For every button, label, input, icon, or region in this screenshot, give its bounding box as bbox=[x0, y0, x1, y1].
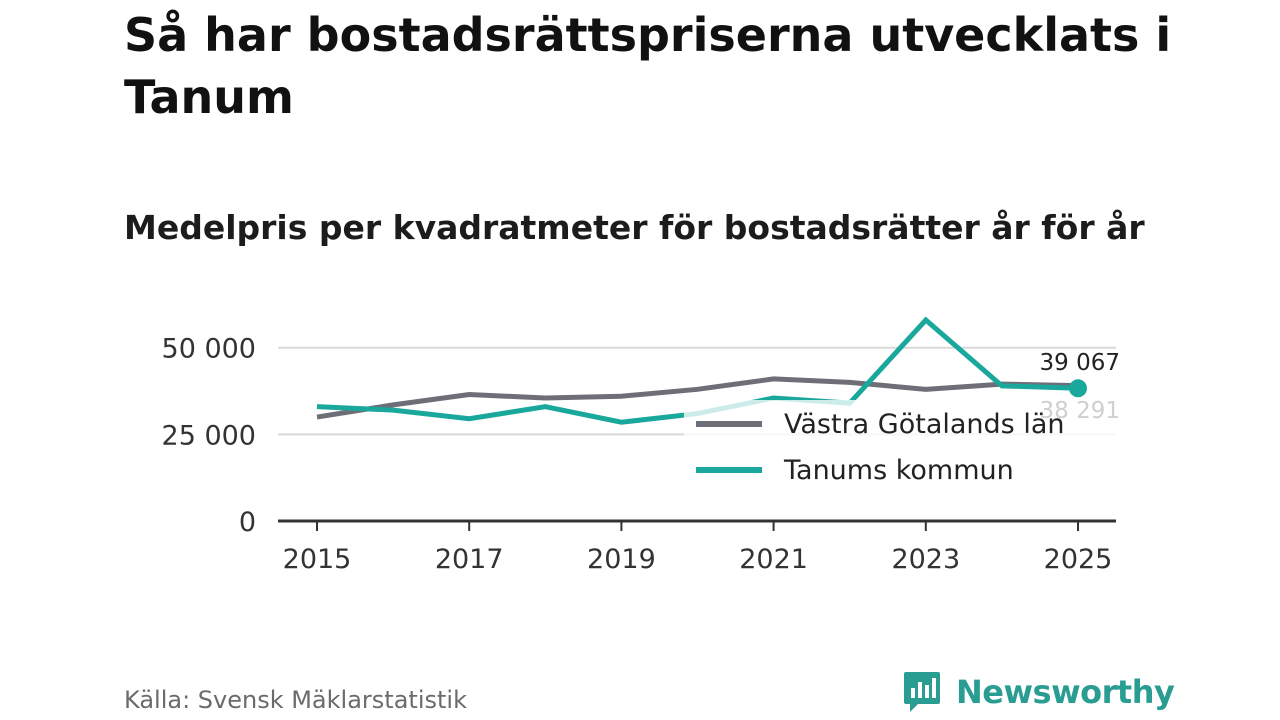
y-tick-label-50000: 50 000 bbox=[162, 334, 256, 365]
y-tick-label-0: 0 bbox=[239, 507, 256, 538]
newsworthy-logo-text: Newsworthy bbox=[956, 673, 1175, 711]
legend-label-1: Tanums kommun bbox=[783, 455, 1014, 486]
x-tick-label-2019: 2019 bbox=[587, 544, 656, 575]
end-label-vastra-gotaland: 39 067 bbox=[1040, 350, 1120, 376]
chart-subtitle: Medelpris per kvadratmeter för bostadsrä… bbox=[124, 208, 1145, 247]
x-tick-label-2017: 2017 bbox=[435, 544, 504, 575]
x-axis: 2015 2017 2019 2021 2023 2025 bbox=[278, 519, 1116, 575]
y-axis-ticks: 0 25 000 50 000 bbox=[162, 334, 256, 538]
x-tick-label-2015: 2015 bbox=[283, 544, 352, 575]
source-note: Källa: Svensk Mäklarstatistik bbox=[124, 686, 467, 714]
legend: Västra Götalands län Tanums kommun bbox=[684, 400, 1116, 500]
y-tick-label-25000: 25 000 bbox=[162, 420, 256, 451]
end-label-tanum: 38 291 bbox=[1040, 398, 1120, 424]
newsworthy-logo: Newsworthy bbox=[902, 670, 1175, 714]
legend-background bbox=[684, 400, 1116, 500]
x-tick-label-2025: 2025 bbox=[1044, 544, 1113, 575]
end-labels: 39 067 38 291 bbox=[1040, 350, 1120, 424]
chart-title: Så har bostadsrättspriserna utvecklats i… bbox=[124, 8, 1172, 124]
series-line-vastra-gotaland bbox=[316, 376, 1079, 420]
x-tick-label-2023: 2023 bbox=[891, 544, 960, 575]
legend-label-0: Västra Götalands län bbox=[784, 409, 1064, 440]
newsworthy-logo-icon bbox=[904, 672, 940, 712]
x-tick-label-2021: 2021 bbox=[739, 544, 808, 575]
series-end-marker-tanum bbox=[1069, 379, 1087, 398]
line-chart: 0 25 000 50 000 2015 2017 2019 2021 2023 2025 V… bbox=[162, 316, 1120, 575]
